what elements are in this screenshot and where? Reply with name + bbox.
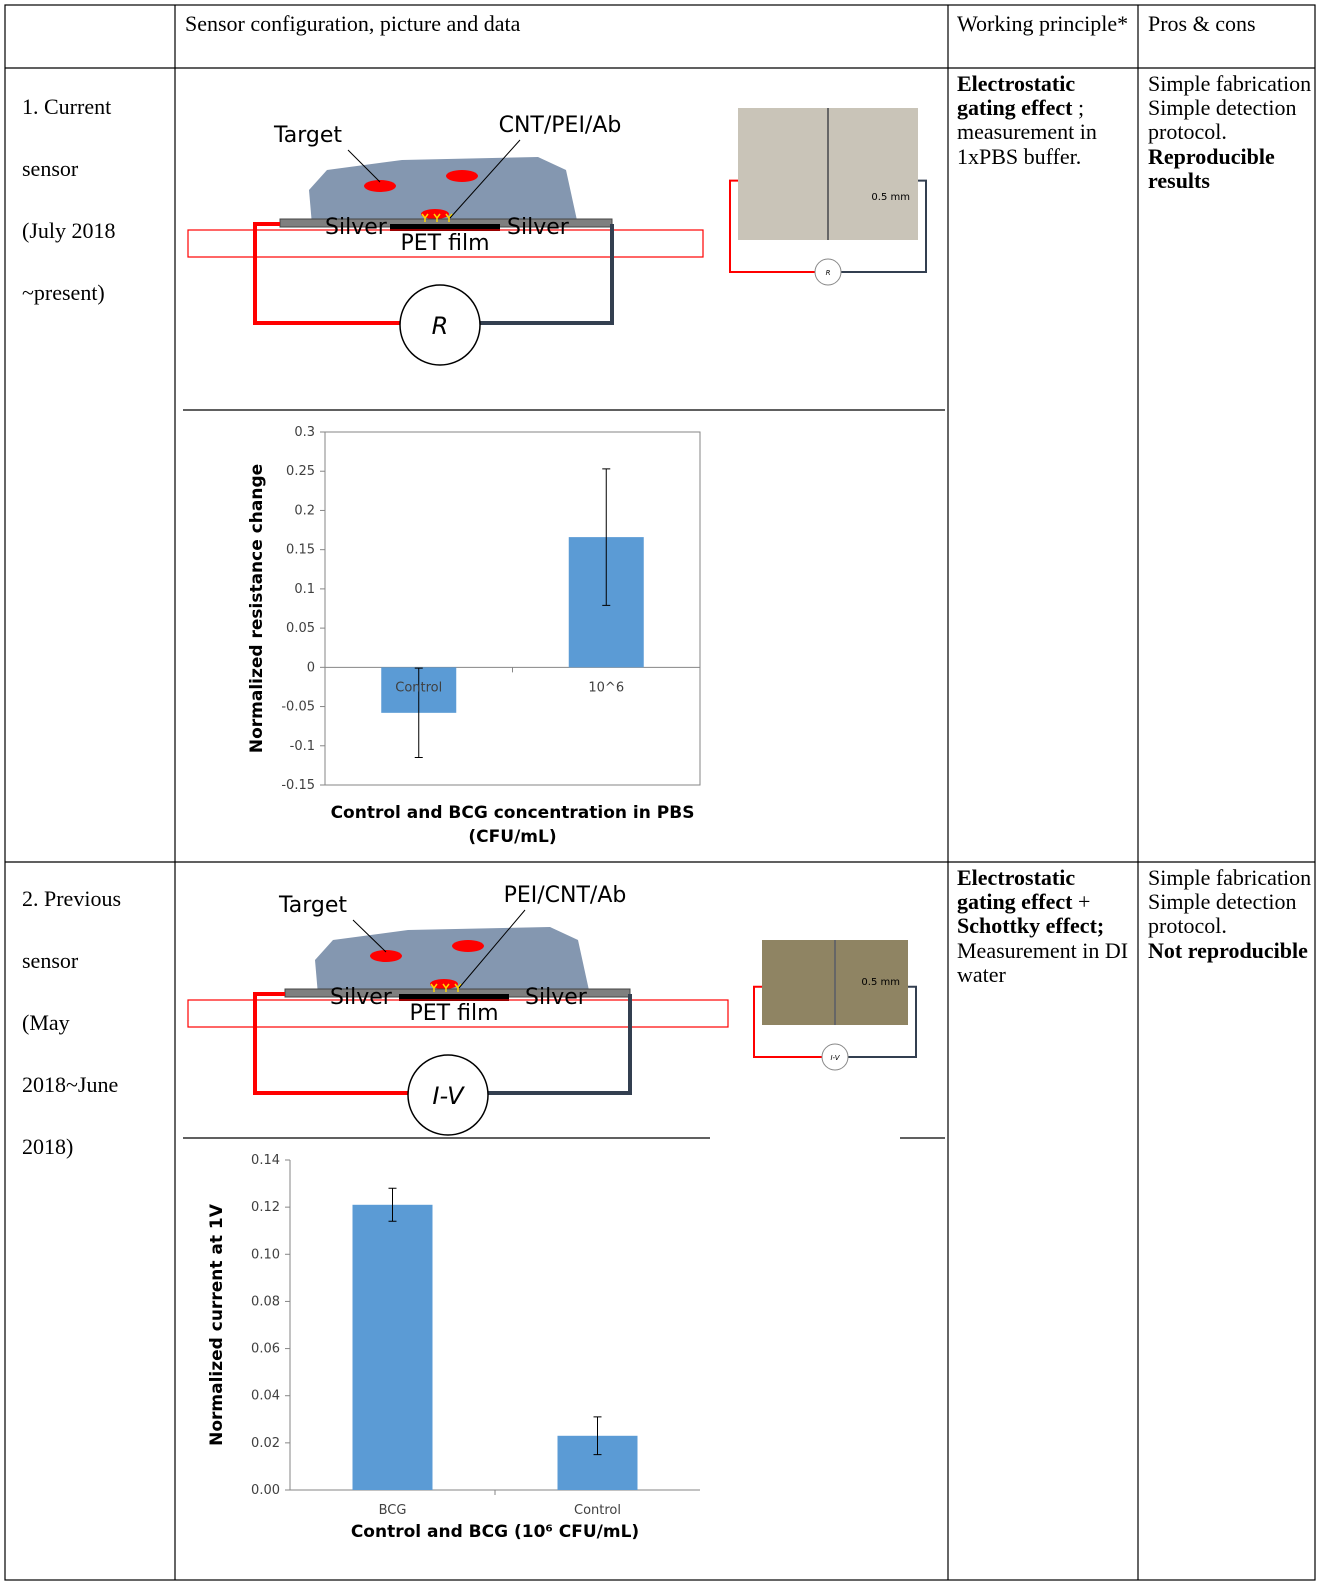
y-tick-label: 0 xyxy=(307,660,315,675)
probe-label: CNT/PEI/Ab xyxy=(499,113,622,138)
x-tick-label: Control xyxy=(395,680,442,695)
label-line: 2018) xyxy=(22,1135,121,1197)
y-tick-label: 0.14 xyxy=(251,1153,280,1168)
meter-label: I-V xyxy=(432,1082,465,1110)
label-line: sensor xyxy=(22,949,121,1011)
bar-chart: 0.00 0.02 0.04 0.06 0.08 0.10 0.12 0.14 BCG Contr… xyxy=(207,1153,700,1542)
electrode-label: Silver xyxy=(325,215,388,240)
principle-text: Measurement in DI water xyxy=(957,938,1128,987)
y-tick-label: 0.1 xyxy=(294,582,315,597)
target-cell xyxy=(446,170,478,182)
y-tick-label: 0.00 xyxy=(251,1483,280,1498)
probe-label: PEI/CNT/Ab xyxy=(504,883,627,908)
label-line: 2. Previous xyxy=(22,887,121,949)
y-tick-label: 0.15 xyxy=(286,543,315,558)
pros-item: Not reproducible xyxy=(1148,939,1313,963)
principle-text: Schottky effect; xyxy=(957,913,1104,938)
pros-item: Simple fabrication xyxy=(1148,72,1313,96)
target-label: Target xyxy=(273,123,342,148)
y-tick-label: 0.05 xyxy=(286,621,315,636)
header-cell: Sensor configuration, picture and data xyxy=(185,12,520,36)
header-cell: Working principle* xyxy=(957,12,1132,36)
header-cell: Pros & cons xyxy=(1148,12,1256,36)
label-line: ~present) xyxy=(22,281,116,343)
target-label: Target xyxy=(278,893,347,918)
principle-text: Electrostatic gating effect xyxy=(957,865,1075,914)
principle-text: Electrostatic gating effect xyxy=(957,71,1075,120)
y-tick-label: 0.3 xyxy=(294,425,315,440)
pros-item: Simple fabrication xyxy=(1148,866,1313,890)
electrode-label: Silver xyxy=(525,985,588,1010)
sensor-diagram: R Target CNT/PEI/Ab Silver Silver PET film 0.5… xyxy=(188,108,926,365)
x-axis-title: Control and BCG (10⁶ CFU/mL) xyxy=(351,1522,639,1542)
pros-item: Simple detection protocol. xyxy=(1148,890,1313,938)
label-line: sensor xyxy=(22,157,116,219)
meter-label: R xyxy=(432,312,449,340)
x-tick-label: 10^6 xyxy=(588,680,624,695)
bar-chart: -0.15 -0.1 -0.05 0 0.05 0.1 0.15 0.2 0.25 0.3 Cont… xyxy=(247,425,700,847)
principle-text: + xyxy=(1072,889,1090,914)
substrate-label: PET film xyxy=(401,231,490,256)
pros-item: Reproducible results xyxy=(1148,145,1313,193)
label-line: (May xyxy=(22,1011,121,1073)
y-tick-label: -0.15 xyxy=(281,778,315,793)
y-tick-label: -0.1 xyxy=(290,739,315,754)
y-tick-label: 0.02 xyxy=(251,1436,280,1451)
electrode-label: Silver xyxy=(330,985,393,1010)
y-tick-label: 0.25 xyxy=(286,464,315,479)
principle: Electrostatic gating effect ; measuremen… xyxy=(957,72,1137,169)
y-axis-title: Normalized current at 1V xyxy=(207,1203,227,1446)
scale-label: 0.5 mm xyxy=(861,977,900,988)
x-axis-title: (CFU/mL) xyxy=(468,827,556,847)
page: R Target CNT/PEI/Ab Silver Silver PET film 0.5… xyxy=(0,0,1335,1585)
scale-label: 0.5 mm xyxy=(871,192,910,203)
y-tick-label: -0.05 xyxy=(281,700,315,715)
principle: Electrostatic gating effect + Schottky e… xyxy=(957,866,1137,987)
label-line: 2018~June xyxy=(22,1073,121,1135)
label-line: (July 2018 xyxy=(22,219,116,281)
photo-meter-label: I-V xyxy=(830,1054,840,1062)
table-graphics: R Target CNT/PEI/Ab Silver Silver PET film 0.5… xyxy=(0,0,1335,1585)
x-tick-label: Control xyxy=(574,1503,621,1518)
label-line: 1. Current xyxy=(22,95,116,157)
table-borders xyxy=(5,5,1315,1580)
pros-item: Simple detection protocol. xyxy=(1148,96,1313,144)
target-cell xyxy=(452,940,484,952)
substrate-label: PET film xyxy=(410,1001,499,1026)
x-axis-title: Control and BCG concentration in PBS xyxy=(331,803,695,823)
y-tick-label: 0.04 xyxy=(251,1389,280,1404)
y-tick-label: 0.10 xyxy=(251,1247,280,1262)
bar xyxy=(353,1205,433,1490)
y-tick-label: 0.06 xyxy=(251,1342,280,1357)
y-tick-label: 0.12 xyxy=(251,1200,280,1215)
electrode-label: Silver xyxy=(507,215,570,240)
x-tick-label: BCG xyxy=(379,1503,407,1518)
y-tick-label: 0.08 xyxy=(251,1294,280,1309)
y-tick-label: 0.2 xyxy=(294,503,315,518)
sensor-diagram: I-V Target PEI/CNT/Ab Silver Silver PET film 0… xyxy=(188,883,916,1135)
photo-meter-label: R xyxy=(826,269,831,277)
y-axis-title: Normalized resistance change xyxy=(247,464,267,753)
